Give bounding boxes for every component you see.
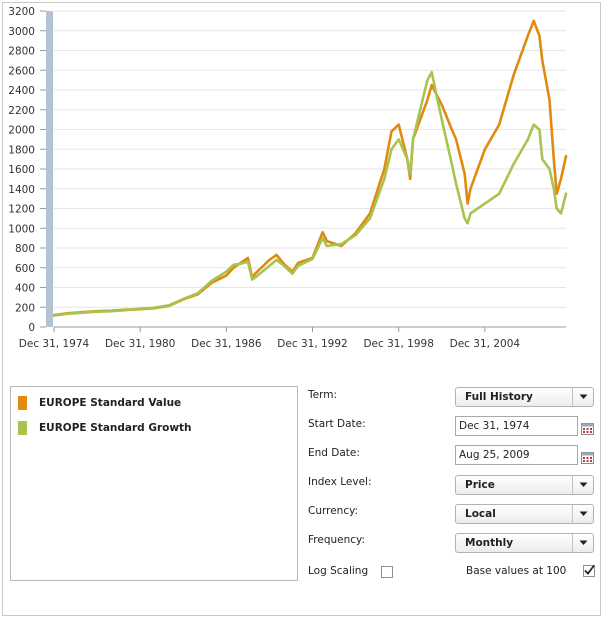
index-level-label: Index Level:: [308, 476, 372, 488]
x-tick-label: Dec 31, 1998: [363, 338, 433, 350]
y-tick-label: 2200: [8, 105, 35, 117]
base-values-checkbox[interactable]: [583, 564, 595, 577]
y-tick-label: 2400: [8, 85, 35, 97]
chevron-down-icon[interactable]: [572, 534, 593, 552]
index-level-select-value: Price: [465, 479, 495, 491]
term-label: Term:: [308, 389, 337, 401]
frequency-label: Frequency:: [308, 534, 366, 546]
y-tick-label: 2600: [8, 65, 35, 77]
end-date-input[interactable]: [455, 445, 578, 465]
index-level-select[interactable]: Price: [455, 475, 594, 495]
y-tick-label: 800: [15, 243, 35, 255]
line-chart: 0 200 400 600 800 1000 1200 1400 1600 1800 2000 220…: [8, 6, 568, 350]
chevron-down-icon[interactable]: [572, 388, 593, 406]
y-tick-label: 1600: [8, 164, 35, 176]
start-date-label: Start Date:: [308, 418, 366, 430]
y-tick-label: 0: [28, 322, 35, 334]
frequency-select-value: Monthly: [465, 537, 514, 549]
y-tick-label: 2800: [8, 46, 35, 58]
start-date-input[interactable]: [455, 416, 578, 436]
legend: EUROPE Standard Value EUROPE Standard Gr…: [10, 386, 298, 581]
check-icon: [584, 564, 595, 575]
log-scaling-label: Log Scaling: [308, 565, 369, 577]
x-tick-label: Dec 31, 1980: [105, 338, 175, 350]
y-tick-label: 1200: [8, 204, 35, 216]
calendar-icon[interactable]: [581, 449, 594, 464]
series-line-growth: [52, 70, 568, 317]
y-tick-label: 2000: [8, 125, 35, 137]
y-tick-label: 400: [15, 283, 35, 295]
legend-item-value[interactable]: EUROPE Standard Value: [18, 395, 181, 411]
x-tick-label: Dec 31, 1992: [277, 338, 347, 350]
y-tick-label: 1800: [8, 144, 35, 156]
y-tick-label: 1000: [8, 223, 35, 235]
y-tick-label: 1400: [8, 184, 35, 196]
term-select[interactable]: Full History: [455, 387, 594, 407]
y-tick-label: 3000: [8, 26, 35, 38]
x-tick-label: Dec 31, 2004: [450, 338, 521, 350]
legend-label-growth: EUROPE Standard Growth: [39, 422, 192, 434]
x-tick-label: Dec 31, 1974: [19, 338, 90, 350]
currency-select-value: Local: [465, 508, 496, 520]
legend-swatch-growth: [18, 421, 27, 435]
y-tick-label: 600: [15, 263, 35, 275]
y-axis-strip: [46, 11, 53, 327]
series-line-value: [52, 19, 568, 317]
term-select-value: Full History: [465, 391, 533, 403]
legend-item-growth[interactable]: EUROPE Standard Growth: [18, 420, 192, 436]
legend-label-value: EUROPE Standard Value: [39, 397, 182, 409]
base-values-label: Base values at 100: [466, 565, 567, 577]
log-scaling-checkbox[interactable]: [381, 566, 393, 578]
calendar-icon[interactable]: [581, 420, 594, 435]
y-tick-label: 3200: [8, 6, 35, 18]
x-tick-label: Dec 31, 1986: [191, 338, 262, 350]
y-tick-label: 200: [15, 302, 35, 314]
chevron-down-icon[interactable]: [572, 505, 593, 523]
currency-label: Currency:: [308, 505, 359, 517]
frequency-select[interactable]: Monthly: [455, 533, 594, 553]
chevron-down-icon[interactable]: [572, 476, 593, 494]
currency-select[interactable]: Local: [455, 504, 594, 524]
end-date-label: End Date:: [308, 447, 360, 459]
legend-swatch-value: [18, 396, 27, 410]
